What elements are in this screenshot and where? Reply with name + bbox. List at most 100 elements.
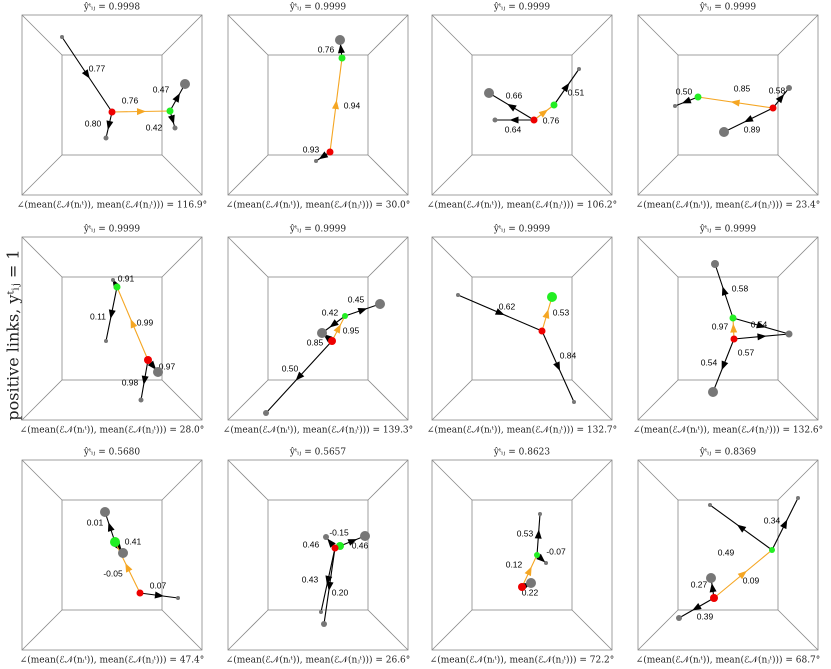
node bbox=[319, 610, 323, 614]
edge-label: 0.50 bbox=[282, 363, 299, 373]
node bbox=[360, 531, 370, 541]
arrow-head bbox=[81, 69, 90, 79]
box-edge bbox=[21, 14, 63, 56]
box-edge bbox=[227, 236, 269, 278]
box-edge bbox=[637, 236, 679, 278]
box-edge bbox=[571, 154, 613, 196]
node bbox=[314, 159, 318, 163]
node bbox=[544, 561, 548, 565]
arrow-head bbox=[332, 100, 339, 110]
panel-caption: ∠(mean(ℰ𝒩(nᵢᵗ)), mean(ℰ𝒩(nⱼᵗ))) = 23.4° bbox=[636, 200, 821, 211]
arrow-head bbox=[553, 361, 561, 372]
node bbox=[711, 260, 719, 268]
node bbox=[338, 54, 346, 62]
arrow-head bbox=[107, 522, 115, 532]
edge-label: 0.94 bbox=[344, 100, 361, 110]
edge-label: 0.80 bbox=[85, 118, 102, 128]
box-edge bbox=[161, 154, 203, 196]
node bbox=[323, 534, 329, 540]
arrow-head bbox=[130, 318, 138, 329]
node bbox=[550, 101, 558, 109]
arrow-head bbox=[147, 360, 157, 370]
node bbox=[166, 107, 174, 115]
node bbox=[694, 93, 702, 101]
node bbox=[786, 85, 792, 91]
panel-title: ŷᵗᵢⱼ = 0.5680 bbox=[83, 447, 141, 458]
arrow-head bbox=[329, 319, 339, 328]
node bbox=[176, 596, 180, 600]
node bbox=[342, 313, 348, 319]
box-edge bbox=[367, 154, 409, 196]
arrow-head bbox=[106, 120, 114, 130]
panel-caption: ∠(mean(ℰ𝒩(nᵢᵗ)), mean(ℰ𝒩(nⱼᵗ))) = 132.7° bbox=[427, 425, 617, 436]
edge-label: 0.57 bbox=[738, 347, 755, 357]
box-edge bbox=[21, 609, 63, 651]
box-edge bbox=[571, 14, 613, 56]
edge-label: -0.05 bbox=[103, 568, 123, 578]
node bbox=[263, 410, 269, 416]
node bbox=[730, 335, 738, 343]
box-edge bbox=[571, 609, 613, 651]
node bbox=[796, 496, 800, 500]
edge-label: 0.95 bbox=[343, 325, 360, 335]
node bbox=[335, 35, 345, 45]
inner-box bbox=[471, 499, 573, 611]
arrow-head bbox=[730, 99, 740, 107]
arrow-head bbox=[757, 333, 767, 341]
box-edge bbox=[431, 459, 473, 501]
outer-box bbox=[637, 236, 819, 421]
box-edge bbox=[637, 379, 679, 421]
arrow-head bbox=[136, 108, 146, 116]
arrow-head bbox=[125, 563, 133, 573]
edge-label: 0.76 bbox=[318, 44, 335, 54]
box-edge bbox=[367, 14, 409, 56]
edge-label: 0.45 bbox=[348, 294, 365, 304]
outer-box bbox=[637, 14, 819, 196]
box-edge bbox=[571, 379, 613, 421]
box-edge bbox=[637, 14, 679, 56]
box-edge bbox=[777, 154, 819, 196]
box-edge bbox=[367, 379, 409, 421]
arrow-head bbox=[538, 109, 549, 118]
arrow-head bbox=[721, 286, 729, 296]
edge-label: 0.41 bbox=[125, 536, 142, 546]
box-edge bbox=[431, 14, 473, 56]
node bbox=[328, 337, 336, 345]
node bbox=[113, 283, 121, 291]
panel-title: ŷᵗᵢⱼ = 0.9999 bbox=[289, 2, 347, 13]
arrow-head bbox=[542, 309, 550, 319]
outer-box bbox=[431, 14, 613, 196]
panel-title: ŷᵗᵢⱼ = 0.9999 bbox=[699, 2, 757, 13]
box-edge bbox=[431, 236, 473, 278]
edge-label: 0.58 bbox=[769, 85, 786, 95]
edge-label: 0.64 bbox=[505, 124, 522, 134]
edge-label: 0.53 bbox=[517, 528, 534, 538]
edge-label: 0.85 bbox=[734, 83, 751, 93]
box-edge bbox=[227, 14, 269, 56]
edge-label: 0.39 bbox=[697, 611, 714, 621]
edge-label: 0.76 bbox=[543, 115, 560, 125]
arrow-head bbox=[534, 529, 542, 539]
panel-caption: ∠(mean(ℰ𝒩(nᵢᵗ)), mean(ℰ𝒩(nⱼᵗ))) = 132.6° bbox=[633, 425, 823, 436]
node bbox=[673, 104, 677, 108]
panel-title: ŷᵗᵢⱼ = 0.9999 bbox=[289, 224, 347, 235]
edge-label: 0.85 bbox=[307, 337, 324, 347]
node bbox=[103, 135, 109, 141]
panel-caption: ∠(mean(ℰ𝒩(nᵢᵗ)), mean(ℰ𝒩(nⱼᵗ))) = 26.6° bbox=[226, 655, 411, 666]
node bbox=[518, 583, 526, 591]
edge-label: 0.89 bbox=[744, 124, 761, 134]
box-edge bbox=[161, 379, 203, 421]
box-edge bbox=[777, 459, 819, 501]
panel-caption: ∠(mean(ℰ𝒩(nᵢᵗ)), mean(ℰ𝒩(nⱼᵗ))) = 28.0° bbox=[20, 425, 205, 436]
box-edge bbox=[637, 154, 679, 196]
arrow-head bbox=[536, 553, 546, 563]
outer-box bbox=[21, 459, 203, 651]
edge-label: 0.98 bbox=[122, 377, 139, 387]
inner-box bbox=[267, 276, 369, 381]
node bbox=[530, 116, 538, 124]
arrow-head bbox=[327, 538, 336, 548]
panel-title: ŷᵗᵢⱼ = 0.8623 bbox=[493, 447, 551, 458]
box-edge bbox=[777, 236, 819, 278]
edge-label: 0.12 bbox=[506, 559, 523, 569]
